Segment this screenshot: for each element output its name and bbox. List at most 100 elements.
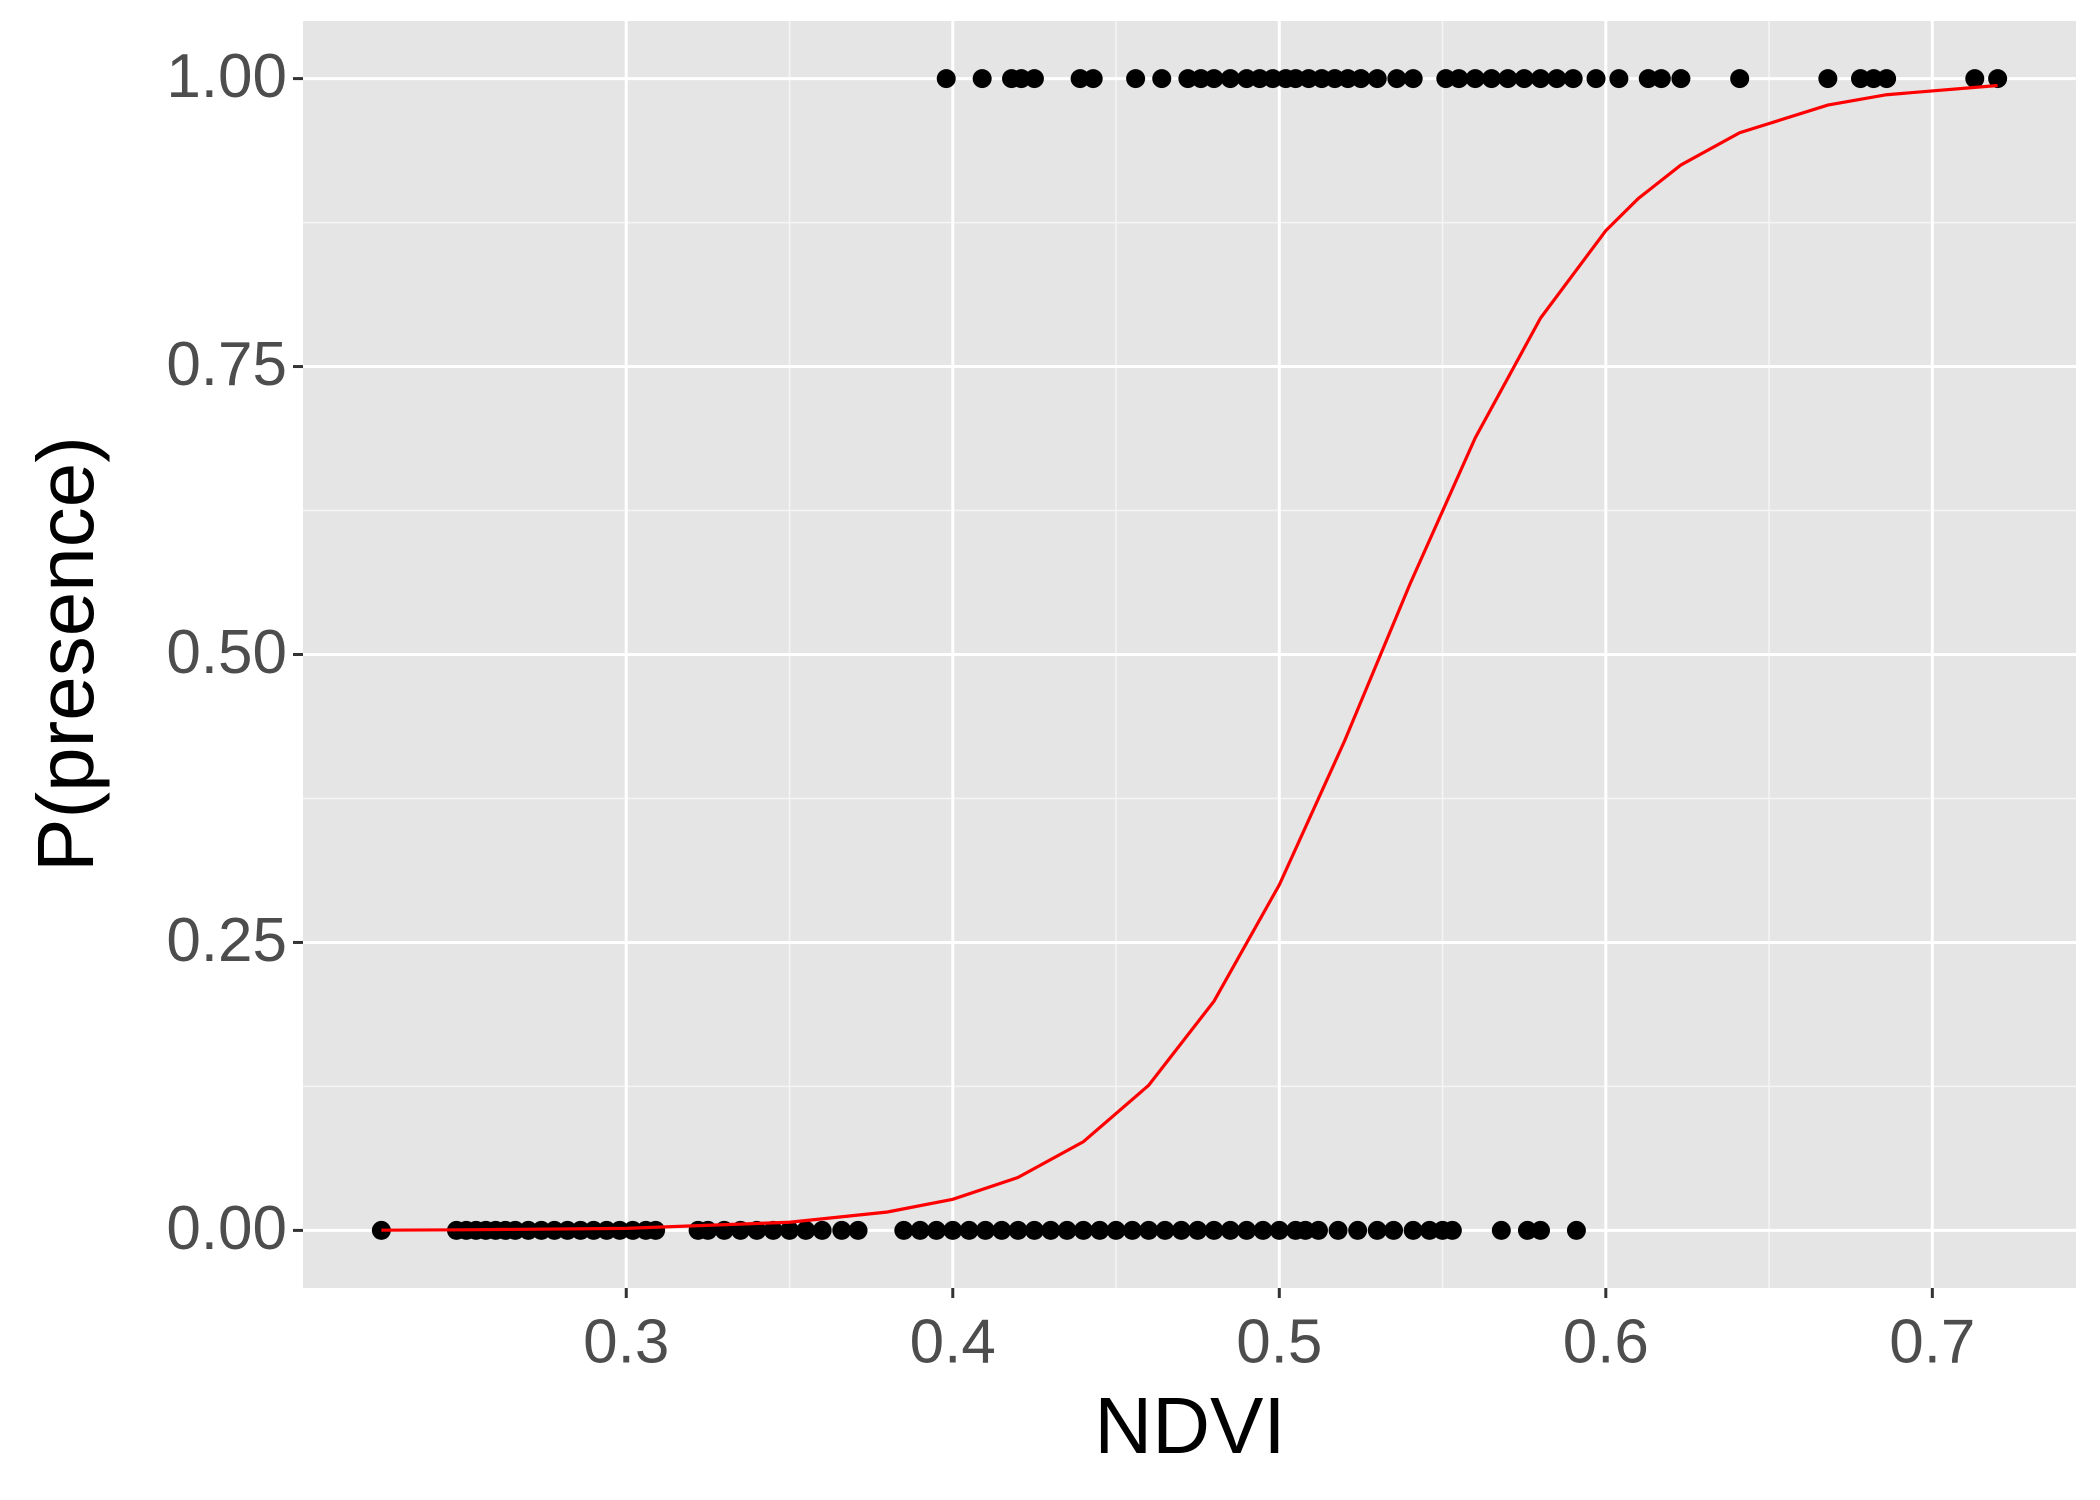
- point: [1671, 69, 1691, 89]
- y-tick-label: 1.00: [166, 42, 287, 111]
- point: [1220, 1220, 1240, 1240]
- point: [1351, 69, 1371, 89]
- point: [1204, 69, 1224, 89]
- y-tick-label: 0.75: [166, 330, 287, 399]
- point: [1188, 1220, 1208, 1240]
- point: [1850, 69, 1870, 89]
- point: [1965, 69, 1985, 89]
- point: [1139, 1220, 1159, 1240]
- point: [1090, 1220, 1110, 1240]
- point: [1531, 69, 1551, 89]
- point: [1877, 69, 1897, 89]
- point: [1387, 69, 1407, 89]
- y-tick-label: 0.25: [166, 906, 287, 975]
- point: [1106, 1220, 1126, 1240]
- point: [1155, 1220, 1175, 1240]
- point: [1498, 69, 1518, 89]
- point: [1403, 1220, 1423, 1240]
- point: [1191, 69, 1211, 89]
- point: [1024, 69, 1044, 89]
- point: [1531, 1220, 1551, 1240]
- x-tick-label: 0.7: [1889, 1307, 1975, 1376]
- point: [1514, 69, 1534, 89]
- point: [796, 1220, 816, 1240]
- point: [1465, 69, 1485, 89]
- point: [1070, 69, 1090, 89]
- point: [1586, 69, 1606, 89]
- point: [571, 1220, 591, 1240]
- point: [1312, 69, 1332, 89]
- point: [1367, 69, 1387, 89]
- fit-line: [381, 83, 1998, 1232]
- point: [1126, 69, 1146, 89]
- point: [610, 1220, 630, 1240]
- point: [1325, 69, 1345, 89]
- x-axis-title: NDVI: [1094, 1381, 1285, 1470]
- point: [1419, 1220, 1439, 1240]
- point: [1864, 69, 1884, 89]
- point: [747, 1220, 767, 1240]
- point: [597, 1220, 617, 1240]
- point: [1566, 1220, 1586, 1240]
- point: [1057, 1220, 1077, 1240]
- y-axis-title: P(presence): [21, 436, 110, 872]
- point: [1651, 69, 1671, 89]
- point: [1403, 69, 1423, 89]
- point: [1263, 69, 1283, 89]
- point: [1517, 1220, 1537, 1240]
- point: [1011, 69, 1031, 89]
- point: [1250, 69, 1270, 89]
- axes: 0.3 0.4 0.5 0.6 0.7 0.00 0.25 0.50 0.75 1.00: [166, 42, 1975, 1376]
- point: [1253, 1220, 1273, 1240]
- point: [1449, 69, 1469, 89]
- point: [848, 1220, 868, 1240]
- point: [1024, 1220, 1044, 1240]
- point: [1547, 69, 1567, 89]
- point: [910, 1220, 930, 1240]
- point: [1237, 1220, 1257, 1240]
- point: [1171, 1220, 1191, 1240]
- point: [1818, 69, 1838, 89]
- point: [1220, 69, 1240, 89]
- point: [1328, 1220, 1348, 1240]
- point: [1237, 69, 1257, 89]
- point: [943, 1220, 963, 1240]
- point: [1299, 69, 1319, 89]
- x-tick-label: 0.4: [910, 1307, 996, 1376]
- point: [1348, 1220, 1368, 1240]
- point: [1204, 1220, 1224, 1240]
- point: [1073, 1220, 1093, 1240]
- point: [1609, 69, 1629, 89]
- marks: [371, 69, 2008, 1240]
- point: [780, 1220, 800, 1240]
- point: [972, 69, 992, 89]
- point: [1308, 1220, 1328, 1240]
- point: [763, 1220, 783, 1240]
- point: [936, 69, 956, 89]
- point: [1338, 69, 1358, 89]
- point: [623, 1220, 643, 1240]
- point: [646, 1220, 666, 1240]
- point: [1384, 1220, 1404, 1240]
- point: [975, 1220, 995, 1240]
- point: [1008, 1220, 1028, 1240]
- point: [1295, 1220, 1315, 1240]
- point: [1442, 1220, 1462, 1240]
- point: [1269, 1220, 1289, 1240]
- point: [1286, 69, 1306, 89]
- y-tick-label: 0.00: [166, 1194, 287, 1263]
- point: [1152, 69, 1172, 89]
- point: [1988, 69, 2008, 89]
- point: [1122, 1220, 1142, 1240]
- point: [812, 1220, 832, 1240]
- point: [926, 1220, 946, 1240]
- point: [894, 1220, 914, 1240]
- point: [1563, 69, 1583, 89]
- point: [832, 1220, 852, 1240]
- point: [1178, 69, 1198, 89]
- point: [1638, 69, 1658, 89]
- point: [992, 1220, 1012, 1240]
- y-tick-label: 0.50: [166, 618, 287, 687]
- x-tick-label: 0.3: [583, 1307, 669, 1376]
